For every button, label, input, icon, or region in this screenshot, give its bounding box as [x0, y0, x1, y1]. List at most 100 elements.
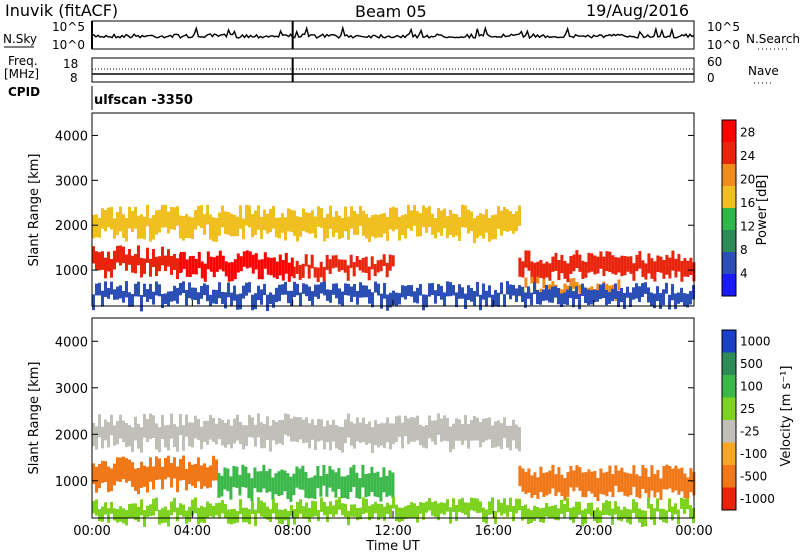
heatmap-cell: [182, 504, 185, 517]
heatmap-cell: [284, 508, 287, 521]
power-y-tick-label: 2000: [55, 219, 88, 234]
heatmap-cell: [479, 294, 482, 311]
heatmap-cell: [608, 292, 611, 304]
heatmap-cell: [380, 213, 383, 238]
heatmap-cell: [212, 455, 215, 481]
heatmap-cell: [92, 463, 95, 484]
heatmap-cell: [308, 212, 311, 234]
heatmap-cell: [338, 497, 341, 510]
heatmap-cell: [239, 293, 242, 310]
heatmap-cell: [440, 285, 443, 300]
heatmap-cell: [250, 478, 254, 502]
power-colorbar-swatch: [722, 274, 736, 296]
heatmap-cell: [395, 207, 398, 230]
heatmap-cell: [206, 501, 209, 519]
heatmap-cell: [149, 413, 152, 440]
heatmap-cell: [605, 283, 609, 292]
heatmap-cell: [257, 413, 260, 438]
time-x-axis: 00:00 04:00 08:00 12:00 16:00 20:00 00:00: [73, 300, 713, 539]
heatmap-cell: [551, 256, 555, 272]
heatmap-cell: [647, 476, 651, 499]
heatmap-cell: [674, 258, 678, 278]
heatmap-cell: [506, 281, 509, 295]
heatmap-cell: [371, 427, 374, 453]
heatmap-cell: [203, 263, 207, 282]
freq-tick-bottom: 8: [70, 71, 78, 85]
heatmap-cell: [590, 290, 593, 305]
heatmap-cell: [110, 258, 113, 278]
heatmap-cell: [262, 464, 266, 489]
heatmap-cell: [155, 423, 158, 450]
heatmap-cell: [251, 214, 254, 238]
heatmap-cell: [386, 417, 389, 443]
heatmap-cell: [596, 290, 599, 302]
heatmap-cell: [296, 501, 299, 518]
heatmap-cell: [452, 213, 455, 238]
heatmap-cell: [389, 207, 392, 230]
heatmap-cell: [287, 510, 290, 527]
heatmap-cell: [353, 504, 356, 517]
heatmap-cell: [263, 423, 266, 449]
heatmap-cell: [206, 204, 209, 225]
heatmap-cell: [482, 418, 485, 443]
power-colorbar-tick: 24: [740, 149, 755, 163]
heatmap-cell: [218, 417, 221, 440]
heatmap-cell: [227, 282, 230, 298]
heatmap-cell: [200, 465, 203, 489]
heatmap-cell: [623, 292, 626, 309]
heatmap-cell: [125, 423, 128, 448]
heatmap-cell: [259, 471, 263, 493]
heatmap-cell: [518, 465, 522, 487]
heatmap-cell: [278, 284, 281, 302]
velocity-y-tick-label: 1000: [55, 475, 88, 490]
heatmap-cell: [440, 418, 443, 442]
heatmap-cell: [203, 463, 206, 487]
heatmap-cell: [659, 478, 663, 500]
heatmap-cell: [167, 211, 170, 234]
heatmap-cell: [116, 457, 119, 482]
heatmap-cell: [446, 499, 449, 512]
heatmap-cell: [158, 256, 161, 272]
heatmap-cell: [332, 217, 335, 238]
heatmap-cell: [292, 473, 296, 496]
heatmap-cell: [149, 258, 152, 277]
heatmap-cell: [530, 475, 534, 498]
heatmap-cell: [212, 217, 215, 242]
heatmap-cell: [221, 291, 224, 304]
heatmap-cell: [107, 207, 110, 228]
heatmap-cell: [533, 472, 537, 495]
heatmap-cell: [251, 254, 255, 274]
heatmap-cell: [650, 258, 654, 279]
heatmap-cell: [260, 216, 263, 239]
heatmap-cell: [257, 285, 260, 301]
power-colorbar-swatch: [722, 142, 736, 164]
heatmap-cell: [206, 284, 209, 302]
heatmap-cell: [137, 506, 140, 522]
heatmap-cell: [137, 215, 140, 240]
velocity-colorbar-tick: -25: [740, 424, 760, 438]
heatmap-cell: [266, 257, 270, 275]
heatmap-cell: [671, 284, 674, 301]
velocity-colorbar-label: Velocity [m s⁻¹]: [779, 366, 794, 467]
heatmap-cell: [590, 502, 593, 517]
power-colorbar-tick: 12: [740, 220, 755, 234]
heatmap-cell: [518, 427, 521, 452]
heatmap-cell: [335, 283, 338, 299]
heatmap-cell: [134, 283, 137, 297]
freq-unit-label: [MHz]: [4, 67, 39, 81]
heatmap-cell: [122, 246, 125, 264]
heatmap-cell: [566, 472, 570, 497]
heatmap-cell: [101, 460, 104, 483]
heatmap-cell: [602, 256, 606, 277]
heatmap-cell: [302, 283, 305, 294]
heatmap-cell: [110, 501, 113, 514]
nave-label: Nave: [748, 64, 779, 78]
heatmap-cell: [119, 245, 122, 266]
heatmap-cell: [110, 468, 113, 492]
heatmap-cell: [281, 260, 285, 281]
heatmap-cell: [386, 294, 389, 311]
heatmap-cell: [325, 474, 329, 497]
heatmap-cell: [545, 472, 549, 496]
heatmap-cell: [398, 415, 401, 437]
heatmap-cell: [518, 205, 521, 226]
